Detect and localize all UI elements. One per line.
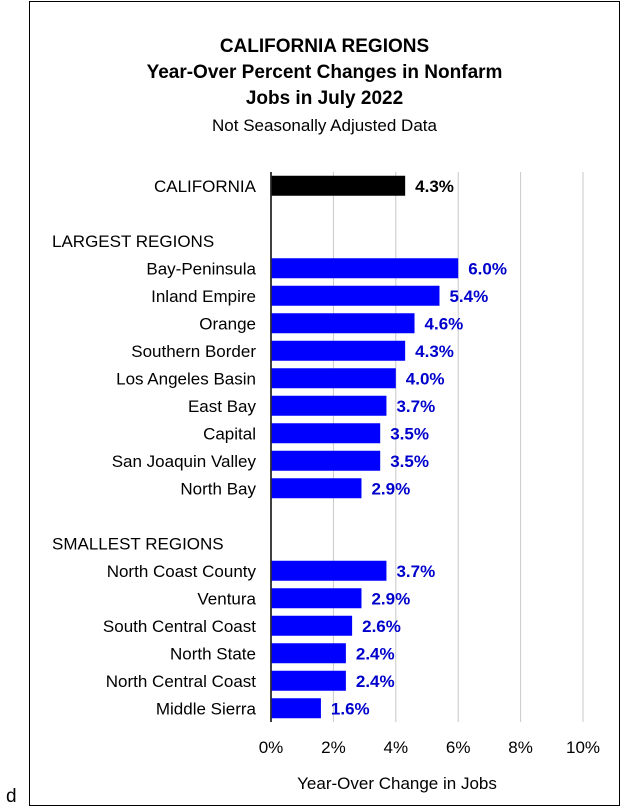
category-label: Los Angeles Basin [116,369,256,388]
category-label: Orange [199,314,256,333]
bar [271,560,387,581]
data-label: 2.4% [356,672,395,691]
data-label: 4.3% [415,342,454,361]
x-tick-label: 2% [321,738,346,757]
category-label: Middle Sierra [156,699,257,718]
category-label: North State [170,644,256,663]
data-label: 3.5% [390,452,429,471]
data-label: 2.6% [362,617,401,636]
category-label: Ventura [197,589,256,608]
category-label: East Bay [188,397,257,416]
bar [271,450,381,471]
category-label: Bay-Peninsula [146,259,256,278]
category-label: North Central Coast [106,672,257,691]
bar [271,643,346,664]
data-label: 3.7% [396,562,435,581]
data-label: 2.4% [356,644,395,663]
bar [271,258,459,279]
bar [271,615,353,636]
x-tick-label: 8% [508,738,533,757]
bar [271,368,396,389]
bar [271,285,440,306]
category-label: Capital [203,424,256,443]
category-label: Southern Border [131,342,256,361]
x-tick-label: 4% [384,738,409,757]
chart-title-line-2: Year-Over Percent Changes in Nonfarm [146,62,503,83]
data-label: 4.0% [406,369,445,388]
data-label: 4.3% [415,177,454,196]
x-tick-label: 6% [446,738,471,757]
bar [271,313,415,334]
data-label: 3.5% [390,424,429,443]
bar-total [271,175,406,196]
data-label: 5.4% [449,287,488,306]
bar [271,340,406,361]
category-label: San Joaquin Valley [112,452,257,471]
data-label: 2.9% [371,479,410,498]
bar [271,423,381,444]
chart-title-line-1: CALIFORNIA REGIONS [219,36,430,57]
x-axis-title: Year-Over Change in Jobs [297,774,497,793]
chart-frame [29,1,620,806]
data-label: 1.6% [331,699,370,718]
bar [271,670,346,691]
category-label: North Bay [180,479,256,498]
x-tick-label: 10% [566,738,600,757]
bar [271,395,387,416]
data-label: 6.0% [468,259,507,278]
bar [271,588,362,609]
bar [271,698,321,719]
chart-subtitle: Not Seasonally Adjusted Data [212,116,437,135]
data-label: 3.7% [396,397,435,416]
group-heading: SMALLEST REGIONS [52,534,224,553]
category-label: South Central Coast [103,617,256,636]
data-label: 2.9% [371,589,410,608]
category-label: CALIFORNIA [154,177,257,196]
group-heading: LARGEST REGIONS [52,232,214,251]
category-label: Inland Empire [151,287,256,306]
x-tick-label: 0% [259,738,284,757]
category-label: North Coast County [107,562,257,581]
bar [271,478,362,499]
stray-text: d [6,786,17,807]
chart-title-line-3: Jobs in July 2022 [245,88,404,109]
data-label: 4.6% [425,314,464,333]
